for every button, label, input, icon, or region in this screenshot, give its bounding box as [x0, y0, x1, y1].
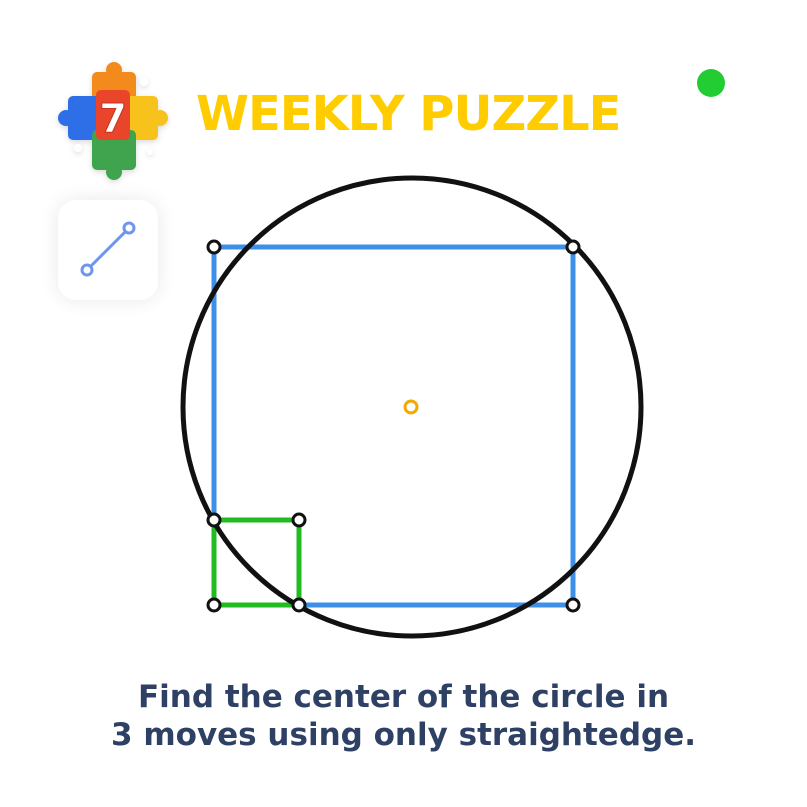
logo-piece-red	[96, 90, 130, 140]
vertex-point[interactable]	[565, 597, 581, 613]
tool-panel	[58, 200, 158, 300]
instructions-line-1: Find the center of the circle in	[137, 679, 670, 715]
large-square	[211, 244, 576, 608]
instructions: Find the center of the circle in 3 moves…	[0, 678, 807, 754]
vertex-point[interactable]	[206, 239, 222, 255]
jigsaw-logo-icon: 7	[58, 62, 168, 180]
page-title: WEEKLY PUZZLE	[196, 86, 621, 142]
logo-number: 7	[99, 96, 127, 142]
status-dot-icon	[697, 69, 725, 97]
vertex-point[interactable]	[206, 512, 222, 528]
line-segment-icon	[80, 263, 94, 277]
small-square	[211, 517, 302, 608]
straightedge-tool-button[interactable]	[58, 200, 158, 300]
vertex-point[interactable]	[565, 239, 581, 255]
instructions-line-2: 3 moves using only straightedge.	[110, 717, 697, 753]
vertex-point[interactable]	[206, 597, 222, 613]
vertex-points	[206, 239, 581, 613]
vertex-point[interactable]	[291, 597, 307, 613]
center-point	[403, 399, 419, 415]
circle	[180, 175, 644, 639]
vertex-point[interactable]	[291, 512, 307, 528]
puzzle-logo: 7	[42, 52, 182, 192]
